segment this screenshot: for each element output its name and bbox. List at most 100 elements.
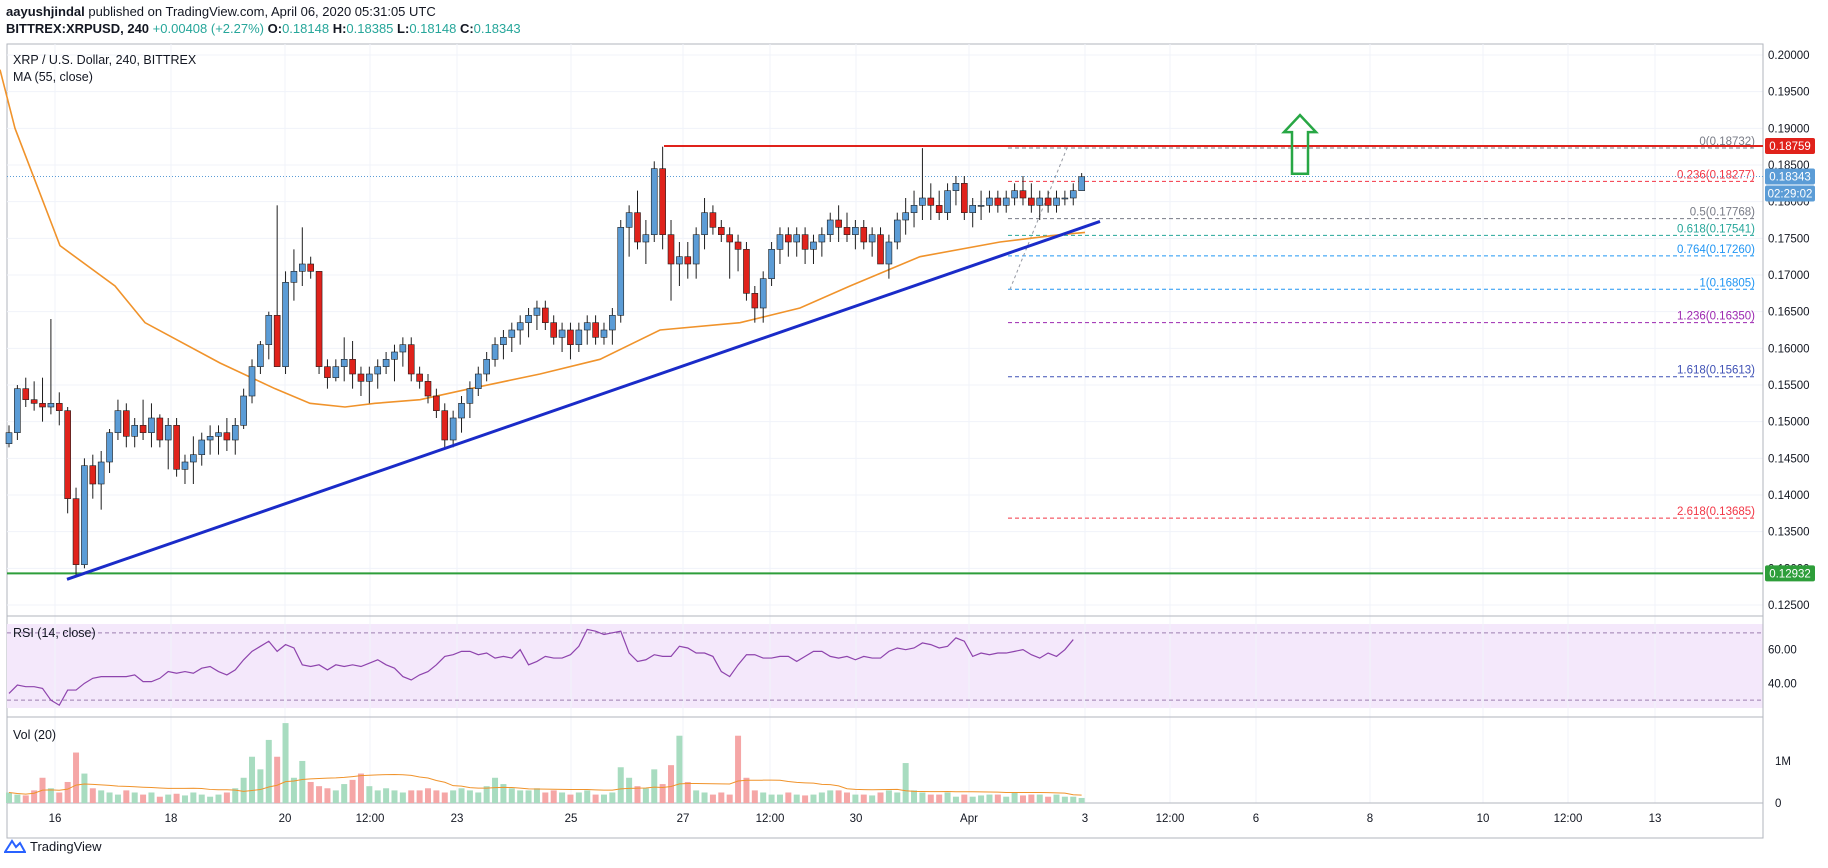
volume-bar (651, 769, 658, 803)
candle-body (441, 410, 449, 441)
volume-bar (106, 792, 113, 803)
footer-brand[interactable]: TradingView (4, 838, 102, 854)
candle (709, 205, 717, 235)
volume-bar (316, 786, 323, 803)
volume-bar (6, 792, 12, 803)
volume-bar (785, 792, 792, 803)
volume-bar (693, 790, 700, 803)
rsi-pane: 60.00 40.00 (7, 628, 1797, 707)
candle-body (1044, 197, 1052, 206)
candle (416, 366, 423, 389)
candle (181, 454, 189, 484)
volume-bar (1070, 796, 1077, 803)
candle-body (324, 366, 331, 378)
candle-body (910, 205, 918, 213)
candle-body (39, 403, 46, 408)
candle (215, 425, 222, 455)
time-tick-label: 13 (1649, 813, 1662, 825)
up-arrow[interactable] (1281, 113, 1319, 176)
candle-body (72, 498, 80, 565)
time-axis: 16 18 20 12:00 23 25 27 12:00 30 Apr 3 12:00 6 8 10 12:… (49, 813, 1662, 825)
candle-body (567, 329, 574, 345)
ma-55-path (0, 69, 1086, 408)
volume-bar (885, 790, 892, 803)
time-tick-label: Apr (960, 813, 978, 825)
candle-body (298, 263, 306, 272)
candle-body (701, 212, 708, 235)
ascending-trendline (66, 220, 1101, 581)
volume-bar (408, 790, 415, 803)
volume-bar (140, 794, 147, 803)
candle (575, 322, 583, 352)
price-tick-label: 0.19500 (1768, 87, 1810, 99)
candle-body (835, 219, 842, 228)
candle (1078, 173, 1085, 191)
candle-body (893, 219, 901, 243)
author-name[interactable]: aayushjindal (6, 4, 85, 19)
volume-bar (240, 777, 247, 803)
candle-body (47, 403, 55, 408)
candle-body (1078, 176, 1085, 191)
candle (55, 392, 63, 426)
candle-body (868, 234, 876, 243)
candle (944, 183, 951, 220)
candle-body (106, 432, 113, 463)
candle (156, 414, 164, 448)
candle (609, 308, 616, 345)
volume-bar (1019, 795, 1026, 803)
price-tick-label: 0.17000 (1768, 270, 1810, 282)
volume-bar (961, 794, 968, 803)
volume-bar (1003, 796, 1010, 803)
price-tick-label: 0.14000 (1768, 490, 1810, 502)
fibonacci-retracement[interactable]: 0(0.18732) 0.236(0.18277) 0.5(0.17768) 0.61… (1008, 136, 1757, 519)
time-tick-label: 12:00 (356, 813, 385, 825)
grid (7, 44, 1764, 804)
candle-body (332, 366, 340, 378)
volume-bar (735, 735, 742, 803)
volume-bar (290, 777, 297, 803)
candle (5, 425, 13, 448)
candle-body (625, 212, 633, 228)
candle-body (852, 227, 859, 235)
candle-body (961, 183, 968, 213)
candle (860, 220, 868, 250)
volume-bar (1036, 794, 1043, 803)
time-tick-label: 23 (451, 813, 464, 825)
candle-body (483, 359, 490, 375)
price-tick-label: 0.17500 (1768, 233, 1810, 245)
volume-bar (844, 792, 850, 803)
candle-body (198, 439, 206, 455)
candle (1044, 190, 1052, 213)
candle (776, 227, 784, 264)
candle (801, 227, 809, 264)
volume-bar (936, 794, 943, 803)
candle (332, 359, 340, 382)
candle-body (986, 197, 993, 206)
ma-55-line (0, 69, 1086, 408)
candle (826, 212, 834, 242)
fib-anchor-line (1009, 147, 1068, 290)
candle-body (810, 241, 817, 250)
candle-body (1069, 190, 1077, 199)
candle (173, 418, 180, 477)
support-tag-bg (1765, 565, 1815, 582)
time-tick-label: 3 (1082, 813, 1088, 825)
time-tick-label: 20 (279, 813, 292, 825)
candle-body (89, 465, 97, 485)
volume-bar (64, 781, 71, 803)
chart-title: XRP / U.S. Dollar, 240, BITTREX (13, 53, 197, 67)
candle-body (793, 234, 801, 243)
candle-body (290, 271, 298, 283)
candle (273, 205, 281, 367)
candle-body (885, 241, 893, 265)
volume-bar (751, 790, 758, 803)
volume-bar (98, 790, 105, 803)
volume-bar (584, 790, 591, 803)
trendline[interactable] (66, 220, 1101, 581)
volume-bar (567, 794, 574, 803)
candle-body (617, 227, 625, 316)
horizontal-lines[interactable] (7, 145, 1763, 575)
candle-body (366, 373, 373, 382)
volume-bar (223, 792, 230, 803)
